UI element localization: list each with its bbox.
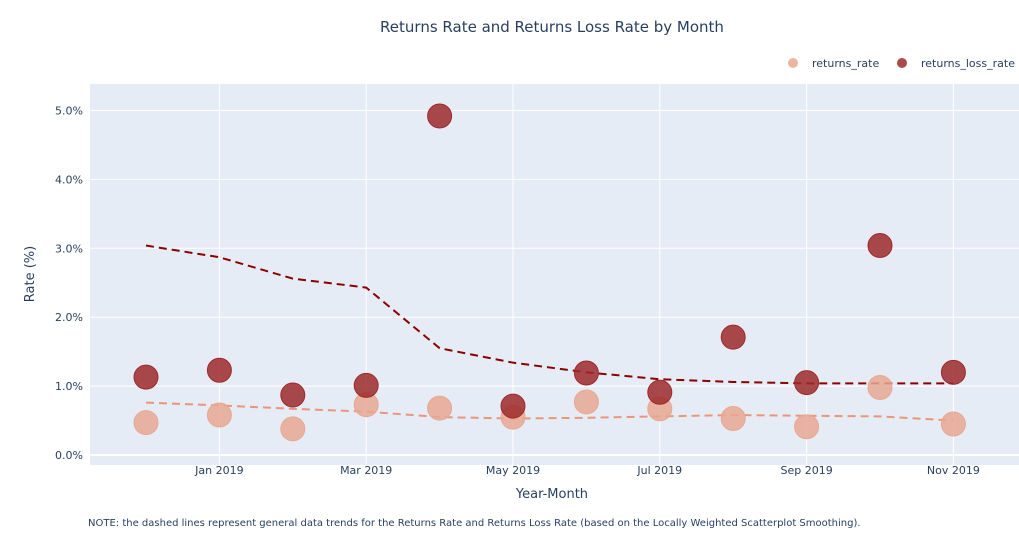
chart-title: Returns Rate and Returns Loss Rate by Mo… — [380, 18, 724, 36]
point-returns_loss_rate[interactable] — [573, 360, 599, 386]
x-tick-label: Mar 2019 — [340, 464, 392, 477]
y-tick-label: 2.0% — [55, 311, 83, 324]
trend-line-returns_rate — [145, 401, 954, 422]
legend-marker-returns_rate[interactable] — [788, 58, 798, 68]
trend-lines — [145, 244, 954, 422]
x-axis-title: Year-Month — [515, 487, 588, 502]
y-tick-label: 5.0% — [55, 105, 83, 118]
legend-marker-returns_loss_rate[interactable] — [897, 58, 907, 68]
point-returns_loss_rate[interactable] — [867, 233, 893, 259]
y-tick-labels: 0.0% 1.0% 2.0% 3.0% 4.0% 5.0% — [55, 105, 83, 463]
point-returns_rate[interactable] — [206, 402, 232, 428]
point-returns_loss_rate[interactable] — [353, 372, 379, 398]
x-tick-label: Nov 2019 — [927, 464, 980, 477]
point-returns_rate[interactable] — [573, 389, 599, 415]
point-returns_rate[interactable] — [867, 374, 893, 400]
footnote: NOTE: the dashed lines represent general… — [88, 518, 861, 529]
point-returns_loss_rate[interactable] — [720, 324, 746, 350]
point-returns_loss_rate[interactable] — [280, 382, 306, 408]
x-tick-label: Jul 2019 — [636, 464, 682, 477]
x-tick-label: May 2019 — [486, 464, 540, 477]
point-returns_rate[interactable] — [427, 395, 453, 421]
x-tick-labels: Jan 2019 Mar 2019 May 2019 Jul 2019 Sep 2019… — [194, 464, 980, 477]
y-tick-label: 3.0% — [55, 242, 83, 255]
point-returns_loss_rate[interactable] — [206, 357, 232, 383]
y-tick-label: 1.0% — [55, 380, 83, 393]
x-tick-label: Sep 2019 — [780, 464, 832, 477]
point-returns_rate[interactable] — [133, 410, 159, 436]
point-returns_rate[interactable] — [940, 411, 966, 437]
legend[interactable]: returns_rate returns_loss_rate — [788, 57, 1015, 70]
y-tick-label: 0.0% — [55, 449, 83, 462]
grid — [90, 84, 1019, 465]
point-returns_rate[interactable] — [794, 414, 820, 440]
legend-label-returns_loss_rate[interactable]: returns_loss_rate — [921, 57, 1015, 70]
point-returns_rate[interactable] — [720, 405, 746, 431]
point-returns_loss_rate[interactable] — [794, 370, 820, 396]
point-returns_loss_rate[interactable] — [427, 103, 453, 129]
x-tick-label: Jan 2019 — [194, 464, 243, 477]
trend-line-returns_loss_rate — [145, 244, 954, 385]
point-returns_loss_rate[interactable] — [940, 359, 966, 385]
point-returns_rate[interactable] — [280, 416, 306, 442]
y-tick-label: 4.0% — [55, 173, 83, 186]
point-returns_loss_rate[interactable] — [500, 393, 526, 419]
data-points — [133, 103, 966, 442]
point-returns_loss_rate[interactable] — [133, 364, 159, 390]
plot-area — [90, 84, 1019, 465]
point-returns_loss_rate[interactable] — [647, 379, 673, 405]
y-axis-title: Rate (%) — [23, 246, 38, 302]
legend-label-returns_rate[interactable]: returns_rate — [812, 57, 879, 70]
